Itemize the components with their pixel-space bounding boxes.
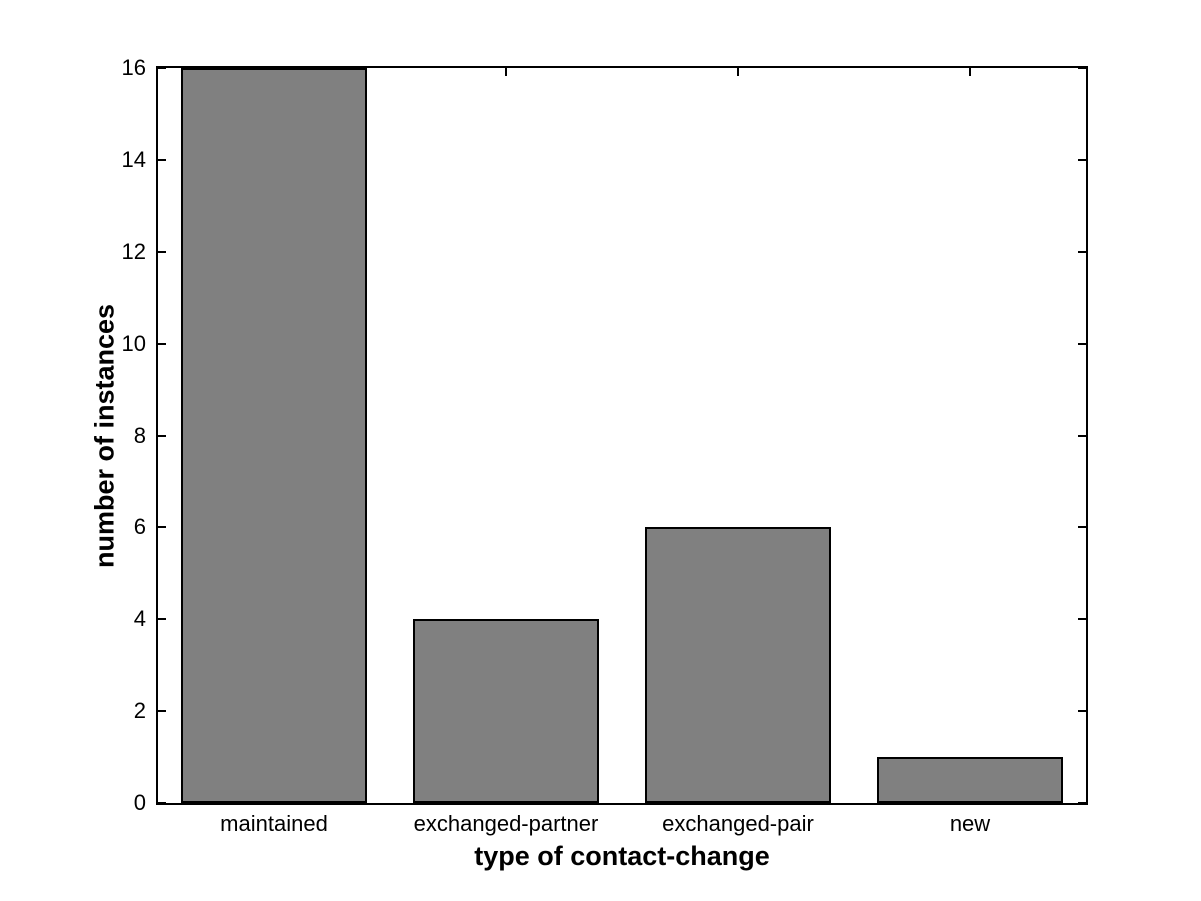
y-tick-mark-right xyxy=(1078,618,1086,621)
y-tick-mark-left xyxy=(158,802,166,804)
y-tick-label: 16 xyxy=(121,55,146,80)
y-tick-mark-left xyxy=(158,434,166,437)
y-axis-label: number of instances xyxy=(89,303,120,568)
x-tick-label: exchanged-pair xyxy=(662,811,814,836)
y-tick-mark-left xyxy=(158,67,166,69)
x-tick-label: exchanged-partner xyxy=(413,811,599,836)
y-tick-label: 0 xyxy=(133,790,146,815)
x-axis-label: type of contact-change xyxy=(474,841,770,871)
y-tick-mark-left xyxy=(158,158,166,161)
plot-area: number of instances type of contact-chan… xyxy=(90,57,1088,871)
y-tick-mark-right xyxy=(1078,802,1086,804)
y-tick-mark-right xyxy=(1078,710,1086,713)
bar-new xyxy=(877,757,1063,803)
y-tick-mark-left xyxy=(158,618,166,621)
y-tick-mark-right xyxy=(1078,526,1086,529)
y-tick-mark-right xyxy=(1078,67,1086,69)
x-tick-mark-top xyxy=(505,68,507,76)
bar-maintained xyxy=(181,68,367,803)
y-tick-label: 6 xyxy=(133,514,146,540)
y-tick-mark-right xyxy=(1078,250,1086,253)
y-tick-mark-left xyxy=(158,710,166,713)
y-tick-mark-left xyxy=(158,342,166,345)
y-tick-mark-left xyxy=(158,526,166,529)
y-tick-label: 2 xyxy=(133,698,146,724)
y-tick-label: 4 xyxy=(133,606,146,632)
y-tick-mark-right xyxy=(1078,158,1086,161)
y-tick-label: 10 xyxy=(121,330,146,356)
bar-exchanged-pair xyxy=(645,527,831,803)
x-tick-label: new xyxy=(949,811,991,836)
y-tick-mark-left xyxy=(158,250,166,253)
y-tick-label: 8 xyxy=(133,422,146,448)
y-tick-label: 14 xyxy=(121,146,146,172)
x-tick-mark-top xyxy=(969,68,971,76)
x-tick-mark-top xyxy=(737,68,739,76)
bar-exchanged-partner xyxy=(413,619,599,803)
y-tick-label: 12 xyxy=(121,238,146,264)
y-tick-mark-right xyxy=(1078,434,1086,437)
x-tick-label: maintained xyxy=(220,811,328,836)
y-tick-mark-right xyxy=(1078,342,1086,345)
